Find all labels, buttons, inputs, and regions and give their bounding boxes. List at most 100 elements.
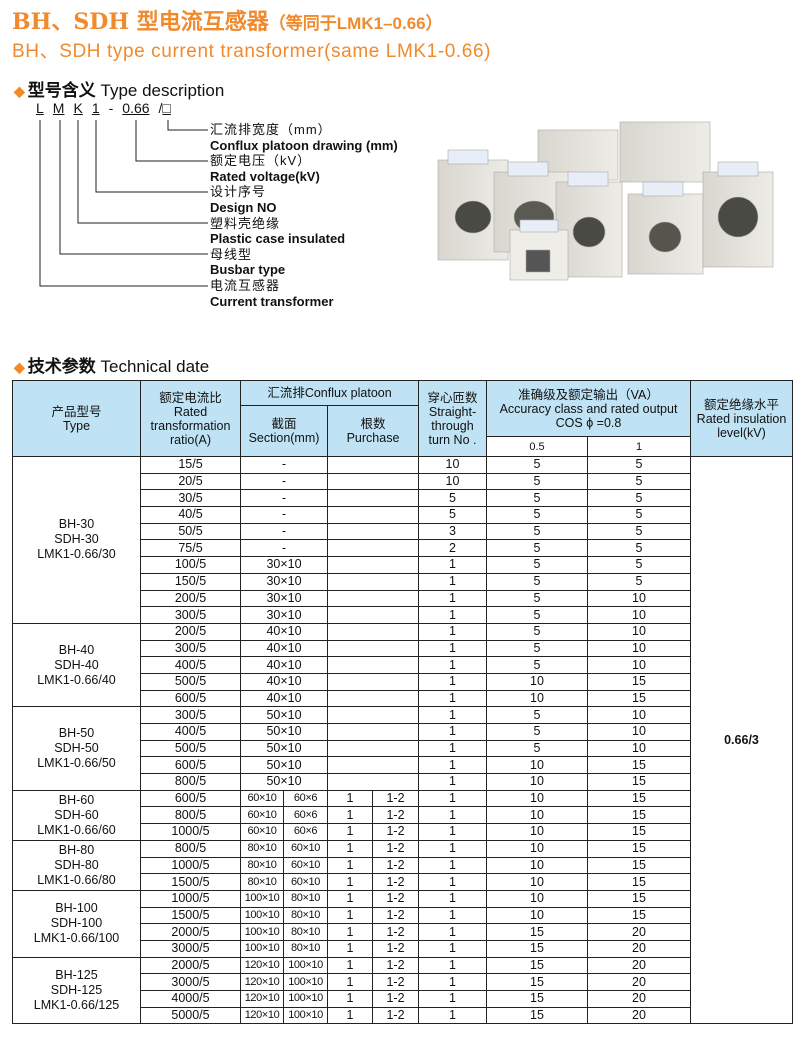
section-cell: 40×10 [240, 622, 328, 641]
model-name: SDH-100 [50, 916, 103, 931]
accuracy-05-cell: 10 [486, 906, 588, 925]
accuracy-1-cell: 15 [587, 839, 691, 858]
purchase-cell: 1-2 [372, 990, 419, 1008]
page-title: BH、SDH 型电流互感器（等同于LMK1–0.66） [12, 4, 443, 36]
item-zh: 额定电压（kV） [210, 153, 312, 169]
table-row: 5000/5 120×10 100×10 1 1-2 1 15 20 [13, 1006, 793, 1025]
accuracy-05-cell: 5 [486, 706, 588, 724]
model-name: BH-100 [55, 901, 98, 916]
accuracy-05-cell: 10 [486, 873, 588, 891]
accuracy-1-cell: 20 [587, 939, 691, 958]
accuracy-1-cell: 10 [587, 622, 691, 641]
purchase-cell: 1 [327, 906, 373, 925]
turns-cell: 1 [418, 689, 487, 708]
item-en: Conflux platoon drawing (mm) [210, 137, 398, 153]
accuracy-1-cell: 20 [587, 990, 691, 1008]
header-acc-1: 1 [587, 436, 691, 457]
table-row: 30/5-5 5 5 [13, 489, 793, 508]
accuracy-1-cell: 15 [587, 906, 691, 925]
purchase-cell: 1 [327, 990, 373, 1008]
purchase-cell [327, 773, 419, 791]
section-cell: - [240, 522, 328, 541]
item-en: Current transformer [210, 293, 334, 309]
accuracy-1-cell: 5 [587, 456, 691, 474]
accuracy-1-cell: 5 [587, 539, 691, 558]
type-description-item: 电流互感器 Current transformer [210, 278, 334, 309]
section-cell: 100×10 [283, 990, 328, 1008]
turns-cell: 1 [418, 990, 487, 1008]
turns-cell: 1 [418, 572, 487, 591]
section-cell: 40×10 [240, 656, 328, 674]
header-purchase: 根数 Purchase [327, 405, 419, 457]
accuracy-05-cell: 5 [486, 589, 588, 608]
turns-cell: 1 [418, 606, 487, 624]
model-name: SDH-40 [54, 657, 99, 672]
ratio-cell: 40/5 [140, 506, 241, 524]
ratio-cell: 20/5 [140, 472, 241, 491]
model-cell: BH-50 SDH-50 LMK1-0.66/50 [12, 706, 141, 791]
accuracy-05-cell: 10 [486, 839, 588, 858]
accuracy-05-cell: 5 [486, 539, 588, 558]
ratio-cell: 1500/5 [140, 873, 241, 891]
model-name: SDH-30 [54, 532, 99, 547]
purchase-cell [327, 639, 419, 658]
turns-cell: 5 [418, 489, 487, 508]
accuracy-1-cell: 15 [587, 789, 691, 808]
purchase-cell: 1-2 [372, 789, 419, 808]
turns-cell: 1 [418, 939, 487, 958]
accuracy-05-cell: 15 [486, 923, 588, 941]
accuracy-1-cell: 5 [587, 472, 691, 491]
section-cell: 80×10 [240, 856, 284, 875]
purchase-cell: 1 [327, 923, 373, 941]
purchase-cell: 1-2 [372, 956, 419, 975]
purchase-cell [327, 656, 419, 674]
header-section: 截面 Section(mm) [240, 405, 328, 457]
ratio-cell: 3000/5 [140, 973, 241, 991]
model-cell: BH-100 SDH-100 LMK1-0.66/100 [12, 889, 141, 958]
model-name: SDH-50 [54, 741, 99, 756]
model-name: LMK1-0.66/40 [37, 672, 116, 687]
purchase-cell [327, 539, 419, 558]
table-row: 3000/5 120×10 100×10 1 1-2 1 15 20 [13, 973, 793, 991]
accuracy-05-cell: 15 [486, 939, 588, 958]
turns-cell: 10 [418, 456, 487, 474]
purchase-cell [327, 522, 419, 541]
accuracy-05-cell: 5 [486, 506, 588, 524]
section-cell: 40×10 [240, 639, 328, 658]
section-cell: 100×10 [240, 906, 284, 925]
accuracy-05-cell: 5 [486, 656, 588, 674]
purchase-cell: 1-2 [372, 1006, 419, 1025]
turns-cell: 1 [418, 789, 487, 808]
turns-cell: 1 [418, 723, 487, 741]
model-cell: BH-30 SDH-30 LMK1-0.66/30 [12, 456, 141, 624]
purchase-cell: 1-2 [372, 856, 419, 875]
turns-cell: 5 [418, 506, 487, 524]
model-name: BH-50 [58, 726, 95, 741]
accuracy-1-cell: 5 [587, 489, 691, 508]
ratio-cell: 1000/5 [140, 889, 241, 908]
item-zh: 汇流排宽度（mm） [210, 122, 332, 137]
purchase-cell [327, 706, 419, 724]
accuracy-05-cell: 10 [486, 856, 588, 875]
turns-cell: 1 [418, 556, 487, 574]
table-row: 2000/5 100×10 80×10 1 1-2 1 15 20 [13, 923, 793, 941]
accuracy-1-cell: 10 [587, 706, 691, 724]
header-type: 产品型号 Type [12, 380, 141, 457]
item-zh: 母线型 [210, 246, 253, 262]
ratio-cell: 800/5 [140, 806, 241, 825]
ratio-cell: 3000/5 [140, 939, 241, 958]
accuracy-05-cell: 5 [486, 472, 588, 491]
model-name: BH-40 [58, 642, 95, 657]
diamond-icon: ◆ [14, 83, 25, 99]
code-part: L [36, 100, 44, 116]
turns-cell: 1 [418, 823, 487, 841]
ratio-cell: 4000/5 [140, 990, 241, 1008]
section-cell: 100×10 [283, 973, 328, 991]
section-cell: 120×10 [240, 990, 284, 1008]
purchase-cell: 1-2 [372, 923, 419, 941]
accuracy-05-cell: 10 [486, 789, 588, 808]
accuracy-05-cell: 10 [486, 806, 588, 825]
heading-en: Technical date [100, 357, 210, 376]
section-cell: 30×10 [240, 572, 328, 591]
turns-cell: 10 [418, 472, 487, 491]
